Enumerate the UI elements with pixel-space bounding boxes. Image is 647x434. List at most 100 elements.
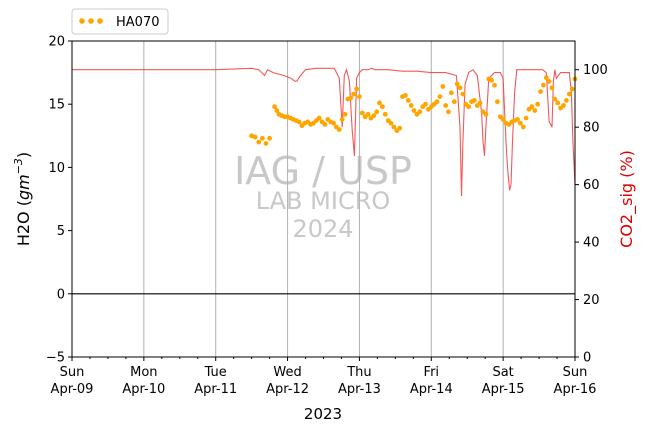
x-tick-label-date: Apr-10 <box>122 382 165 397</box>
legend-marker-dot <box>88 18 94 24</box>
h2o-series-ha070 <box>249 75 578 146</box>
h2o-point <box>520 124 526 130</box>
h2o-point <box>348 95 354 101</box>
h2o-point <box>454 81 460 87</box>
h2o-point <box>538 89 543 94</box>
x-tick-label-day: Sat <box>492 365 513 380</box>
h2o-point <box>552 96 558 102</box>
h2o-point <box>354 86 359 92</box>
h2o-point <box>339 117 345 122</box>
x-tick-label-date: Apr-14 <box>410 382 453 397</box>
h2o-point <box>437 94 443 99</box>
h2o-point <box>541 82 546 88</box>
h2o-point <box>331 120 336 126</box>
h2o-point <box>451 99 457 105</box>
h2o-point <box>371 113 377 118</box>
h2o-point <box>529 104 535 110</box>
legend-marker-dot <box>97 18 103 24</box>
x-axis-label: 2023 <box>304 405 342 423</box>
right-tick-label: 60 <box>583 178 600 193</box>
left-tick-label: 0 <box>57 287 65 302</box>
x-tick-label-date: Apr-15 <box>482 382 525 397</box>
h2o-point <box>256 139 262 145</box>
right-axis-label: CO2_sig (%) <box>617 150 637 248</box>
right-tick-label: 100 <box>583 63 608 78</box>
h2o-point <box>351 91 357 97</box>
vertical-grid <box>143 41 504 357</box>
watermark-line-3: 2024 <box>292 215 353 243</box>
legend: HA070 <box>71 8 169 35</box>
h2o-point <box>391 124 397 130</box>
h2o-point <box>543 75 549 81</box>
right-tick-label: 0 <box>583 351 591 366</box>
left-axis-label-unit: gm <box>14 174 33 200</box>
h2o-point <box>377 100 382 106</box>
h2o-point <box>423 101 428 107</box>
h2o-point <box>440 84 446 89</box>
h2o-point <box>322 122 328 127</box>
h2o-point <box>388 120 394 126</box>
h2o-point <box>267 135 272 141</box>
h2o-point <box>411 108 417 113</box>
h2o-point <box>249 133 255 139</box>
x-tick-label-date: Apr-11 <box>194 382 237 397</box>
h2o-point <box>359 110 365 116</box>
h2o-point <box>460 91 466 97</box>
h2o-point <box>532 108 538 113</box>
h2o-point <box>489 77 494 83</box>
x-tick-label-date: Apr-12 <box>266 382 309 397</box>
h2o-point <box>446 109 451 115</box>
h2o-point <box>523 115 529 121</box>
left-tick-label: 20 <box>48 35 65 50</box>
h2o-point <box>272 104 277 110</box>
legend-label-ha070: HA070 <box>116 15 159 30</box>
h2o-point <box>397 125 403 131</box>
h2o-point <box>466 104 472 110</box>
h2o-point <box>374 109 380 115</box>
left-tick-label: 5 <box>57 224 65 239</box>
h2o-point <box>546 79 552 84</box>
h2o-point <box>417 109 423 115</box>
h2o-point <box>492 82 497 88</box>
h2o-point <box>495 99 500 105</box>
x-tick-label-day: Wed <box>273 365 301 380</box>
left-tick-label: −5 <box>46 351 65 366</box>
h2o-point <box>342 111 348 117</box>
legend-box <box>71 8 169 35</box>
watermark-line-2: LAB MICRO <box>256 187 391 215</box>
legend-marker-dot <box>79 18 85 24</box>
h2o-point <box>535 101 540 107</box>
h2o-point <box>515 117 520 122</box>
h2o-point <box>365 111 371 117</box>
x-tick-label-date: Apr-09 <box>51 382 94 397</box>
left-axis-ticks: −5 0 5 10 15 20 <box>46 35 72 366</box>
left-axis-label: H2O (gm−3) <box>12 152 33 246</box>
x-axis-ticks: Sun Apr-09 Mon Apr-10 Tue Apr-11 Wed Apr-12 Thu A… <box>51 357 596 397</box>
watermark-line-1: IAG / USP <box>234 149 412 193</box>
h2o-point <box>500 117 506 122</box>
x-tick-label-day: Sun <box>60 365 85 380</box>
h2o-point <box>566 91 572 97</box>
h2o-point <box>403 93 408 98</box>
h2o-point <box>336 127 342 132</box>
h2o-point <box>382 111 388 117</box>
h2o-point <box>405 98 411 103</box>
h2o-point <box>252 134 258 140</box>
left-axis-label-close: ) <box>14 152 33 158</box>
x-tick-label-day: Sun <box>563 365 588 380</box>
h2o-point <box>449 90 454 96</box>
left-tick-label: 15 <box>48 98 65 113</box>
h2o-point <box>296 119 302 125</box>
x-tick-label-day: Thu <box>346 365 371 380</box>
h2o-point <box>472 98 477 103</box>
h2o-point <box>443 103 449 108</box>
h2o-point <box>274 108 280 113</box>
h2o-point <box>561 103 566 108</box>
right-axis-ticks: 0 20 40 60 80 100 <box>575 63 608 366</box>
h2o-point <box>549 85 555 91</box>
h2o-point <box>380 104 385 110</box>
h2o-point <box>457 85 463 91</box>
h2o-point <box>357 94 362 99</box>
x-tick-label-day: Fri <box>424 365 440 380</box>
